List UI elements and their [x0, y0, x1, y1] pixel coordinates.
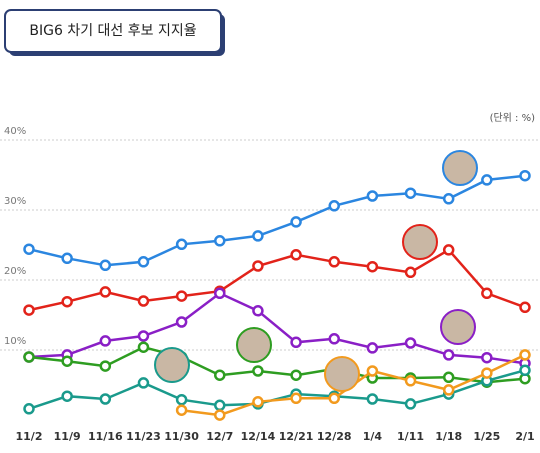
data-point [290, 249, 302, 261]
data-point [99, 360, 112, 372]
data-point [137, 330, 150, 342]
x-tick-label: 11/9 [54, 430, 81, 443]
data-point [99, 286, 112, 298]
x-tick-label: 12/7 [206, 430, 233, 443]
data-point [366, 342, 379, 354]
portrait [442, 150, 478, 186]
series-line [28, 174, 526, 267]
x-tick-label: 1/25 [473, 430, 500, 443]
data-point [23, 403, 35, 415]
data-point [137, 377, 150, 389]
x-tick-label: 12/14 [241, 430, 276, 443]
x-tick-label: 12/28 [317, 430, 352, 443]
data-point [137, 295, 150, 307]
portrait [154, 347, 190, 383]
data-point [328, 200, 340, 212]
y-tick-label: 10% [4, 336, 26, 347]
data-point [214, 235, 226, 247]
data-point [519, 349, 531, 361]
data-point [61, 355, 73, 367]
data-point [328, 333, 340, 345]
data-point [23, 351, 35, 363]
data-point [61, 295, 73, 308]
data-point [23, 304, 35, 316]
data-point [442, 244, 455, 256]
x-tick-label: 12/21 [279, 430, 314, 443]
series-line [28, 345, 526, 384]
unit-label: (단위 : %) [490, 111, 536, 124]
data-point [61, 390, 73, 402]
portrait [324, 356, 360, 392]
x-tick-label: 1/4 [363, 430, 383, 443]
data-point [99, 335, 112, 347]
data-point [404, 266, 417, 279]
series-line [28, 291, 526, 365]
portrait [402, 224, 438, 260]
y-tick-label: 40% [4, 126, 26, 137]
data-point [481, 174, 493, 186]
data-point [366, 365, 379, 377]
data-point [519, 364, 531, 377]
data-point [214, 409, 226, 421]
data-point [366, 260, 379, 273]
data-point [481, 287, 493, 300]
chart-title: BIG6 차기 대선 후보 지지율 [29, 23, 196, 39]
data-point [175, 404, 188, 416]
title-box [4, 9, 222, 53]
data-point [519, 301, 531, 314]
data-point [99, 393, 112, 405]
portrait [236, 327, 272, 363]
data-point [61, 252, 73, 265]
data-point [175, 316, 188, 328]
data-point [252, 396, 264, 408]
data-point [481, 351, 493, 364]
data-point [366, 190, 379, 202]
data-point [404, 337, 417, 349]
data-point [252, 305, 264, 317]
data-point [214, 369, 226, 381]
data-point [252, 365, 264, 377]
data-point [442, 349, 455, 361]
portraits [154, 150, 478, 392]
data-point [328, 392, 340, 405]
x-tick-label: 11/23 [126, 430, 161, 443]
x-tick-label: 11/16 [88, 430, 123, 443]
data-point [214, 399, 226, 412]
data-point [404, 375, 417, 387]
x-tick-label: 1/11 [397, 430, 424, 443]
data-point [175, 290, 188, 302]
data-point [442, 193, 455, 205]
data-point [137, 256, 150, 268]
y-tick-label: 30% [4, 196, 26, 207]
data-point [252, 230, 264, 242]
data-point [290, 392, 302, 405]
data-point [175, 238, 188, 251]
data-point [290, 336, 302, 349]
data-point [175, 393, 188, 406]
data-point [137, 341, 150, 353]
portrait [440, 309, 476, 345]
data-point [519, 169, 531, 182]
lines [23, 169, 531, 421]
data-point [290, 369, 302, 381]
data-point [252, 260, 264, 272]
data-point [99, 259, 112, 272]
data-point [290, 216, 302, 228]
x-tick-label: 11/2 [16, 430, 43, 443]
y-tick-label: 20% [4, 266, 26, 277]
data-point [404, 187, 417, 199]
data-point [366, 393, 379, 405]
x-tick-label: 11/30 [164, 430, 199, 443]
data-point [481, 367, 493, 379]
data-point [404, 398, 417, 410]
x-tick-label: 2/1 [515, 430, 534, 443]
data-point [328, 256, 340, 268]
series-line [28, 248, 526, 312]
x-tick-label: 1/18 [435, 430, 462, 443]
data-point [23, 243, 35, 255]
data-point [442, 371, 455, 384]
data-point [214, 287, 226, 300]
data-point [442, 384, 455, 396]
